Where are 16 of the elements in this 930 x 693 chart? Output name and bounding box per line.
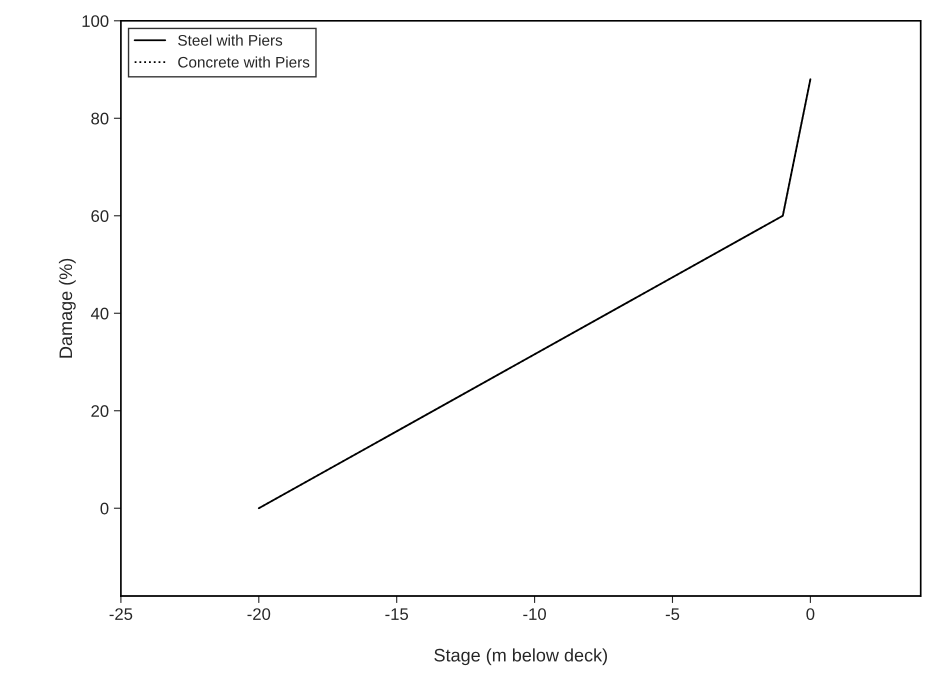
legend-label: Concrete with Piers (178, 56, 310, 68)
x-tick-label: -5 (666, 608, 680, 620)
y-tick-label: 100 (82, 15, 108, 27)
x-tick-label: -25 (110, 608, 132, 620)
x-tick-label: 0 (806, 608, 814, 620)
y-tick-label: 60 (91, 210, 108, 222)
x-tick-label: -15 (385, 608, 408, 620)
y-tick-label: 80 (91, 112, 108, 124)
y-tick-label: 0 (100, 502, 108, 514)
x-tick-label: -10 (523, 608, 546, 620)
y-tick-label: 20 (91, 405, 108, 417)
y-axis-title: Damage (%) (58, 258, 76, 358)
x-axis-title: Stage (m below deck) (434, 648, 607, 666)
y-tick-label: 40 (90, 308, 108, 320)
x-tick-label: -20 (247, 608, 270, 620)
legend-label: Steel with Piers (178, 34, 282, 46)
